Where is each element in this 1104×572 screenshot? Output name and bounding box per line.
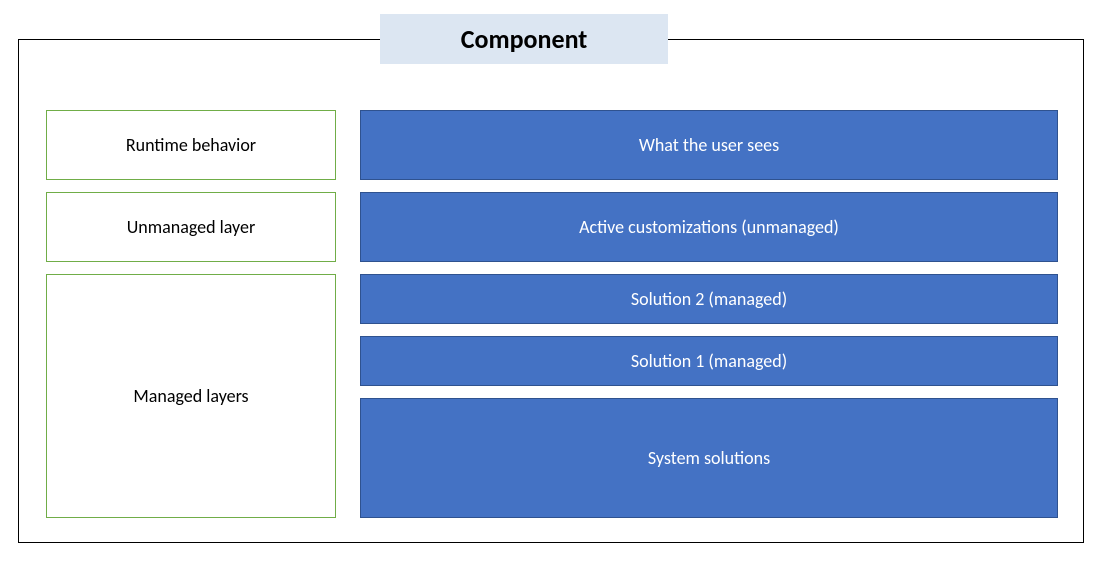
label-runtime-behavior: Runtime behavior bbox=[46, 110, 336, 180]
diagram-title: Component bbox=[380, 14, 668, 64]
label-unmanaged-layer-text: Unmanaged layer bbox=[127, 216, 255, 238]
content-user-sees-text: What the user sees bbox=[639, 134, 779, 156]
content-active-customizations-text: Active customizations (unmanaged) bbox=[579, 216, 839, 238]
content-system-solutions-text: System solutions bbox=[648, 447, 770, 469]
label-unmanaged-layer: Unmanaged layer bbox=[46, 192, 336, 262]
content-active-customizations: Active customizations (unmanaged) bbox=[360, 192, 1058, 262]
label-managed-layers-text: Managed layers bbox=[133, 385, 248, 407]
content-solution-1-text: Solution 1 (managed) bbox=[631, 350, 787, 372]
label-runtime-behavior-text: Runtime behavior bbox=[126, 134, 256, 156]
content-user-sees: What the user sees bbox=[360, 110, 1058, 180]
label-managed-layers: Managed layers bbox=[46, 274, 336, 518]
content-solution-1: Solution 1 (managed) bbox=[360, 336, 1058, 386]
content-solution-2-text: Solution 2 (managed) bbox=[631, 288, 787, 310]
content-solution-2: Solution 2 (managed) bbox=[360, 274, 1058, 324]
content-system-solutions: System solutions bbox=[360, 398, 1058, 518]
diagram-title-text: Component bbox=[461, 23, 588, 55]
